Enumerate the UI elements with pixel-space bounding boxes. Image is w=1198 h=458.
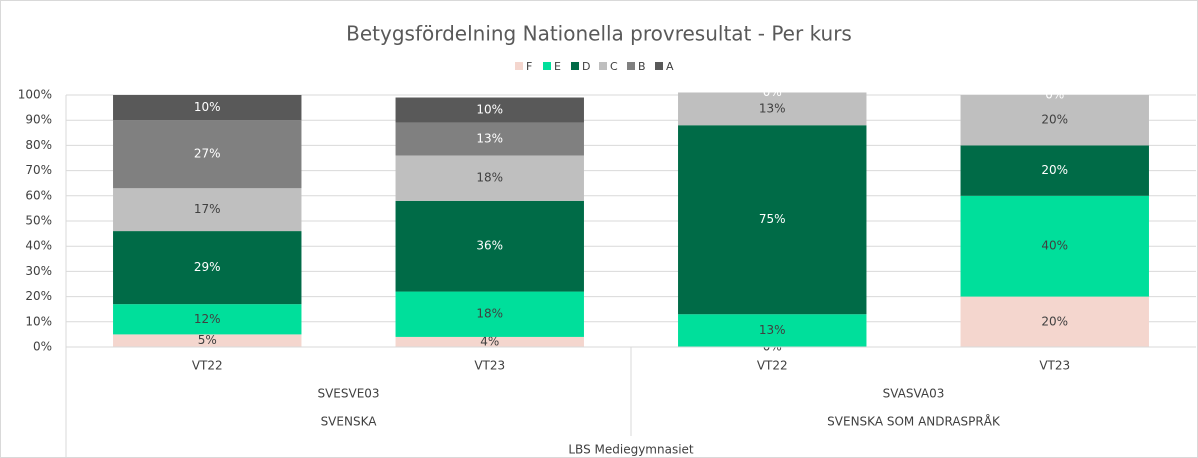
legend-swatch bbox=[655, 62, 663, 70]
y-tick-label: 70% bbox=[25, 163, 52, 177]
y-tick-label: 20% bbox=[25, 289, 52, 303]
legend-label: F bbox=[526, 60, 532, 73]
data-label: 5% bbox=[198, 333, 217, 347]
data-label: 20% bbox=[1041, 113, 1068, 127]
bar-segment bbox=[395, 200, 584, 292]
group-label: SVASVA03 bbox=[883, 387, 945, 401]
legend-label: E bbox=[554, 60, 561, 73]
data-label: 12% bbox=[194, 312, 221, 326]
data-label: 18% bbox=[476, 307, 503, 321]
legend-swatch bbox=[599, 62, 607, 70]
y-tick-label: 60% bbox=[25, 188, 52, 202]
legend-label: A bbox=[666, 60, 674, 73]
data-label: 13% bbox=[476, 132, 503, 146]
x-tick-label: VT23 bbox=[1039, 359, 1070, 373]
y-tick-label: 40% bbox=[25, 239, 52, 253]
data-label: 27% bbox=[194, 147, 221, 161]
data-label: 75% bbox=[759, 212, 786, 226]
bar-segment bbox=[113, 334, 302, 347]
bar-segment bbox=[395, 336, 584, 347]
data-label: 13% bbox=[759, 323, 786, 337]
legend-label: D bbox=[582, 60, 590, 73]
legend-label: C bbox=[610, 60, 618, 73]
y-tick-label: 30% bbox=[25, 264, 52, 278]
legend-label: B bbox=[638, 60, 646, 73]
data-label: 36% bbox=[476, 239, 503, 253]
data-label: 0% bbox=[763, 85, 782, 99]
y-tick-label: 90% bbox=[25, 113, 52, 127]
bar-segment bbox=[113, 95, 302, 121]
bar-segment bbox=[395, 122, 584, 156]
y-tick-label: 0% bbox=[33, 340, 52, 354]
y-tick-label: 100% bbox=[18, 88, 52, 102]
y-tick-label: 50% bbox=[25, 214, 52, 228]
group-label: SVESVE03 bbox=[317, 387, 379, 401]
x-tick-label: VT22 bbox=[757, 359, 788, 373]
data-label: 40% bbox=[1041, 239, 1068, 253]
bar-segment bbox=[113, 231, 302, 305]
bar-segment bbox=[113, 120, 302, 189]
bar-segment bbox=[395, 155, 584, 201]
school-label: LBS Mediegymnasiet bbox=[568, 443, 694, 457]
bar-segment bbox=[960, 145, 1149, 196]
bar-segment bbox=[960, 95, 1149, 146]
y-tick-label: 80% bbox=[25, 138, 52, 152]
data-label: 10% bbox=[194, 100, 221, 114]
data-label: 13% bbox=[759, 101, 786, 115]
bar-segment bbox=[678, 314, 867, 347]
data-label: 17% bbox=[194, 202, 221, 216]
bar-segment bbox=[960, 296, 1149, 347]
chart-title: Betygsfördelning Nationella provresultat… bbox=[346, 22, 852, 46]
bar-segment bbox=[395, 97, 584, 123]
data-label: 18% bbox=[476, 171, 503, 185]
legend-swatch bbox=[543, 62, 551, 70]
x-tick-label: VT22 bbox=[192, 359, 223, 373]
bar-segment bbox=[113, 188, 302, 232]
y-tick-label: 10% bbox=[25, 314, 52, 328]
bar-segment bbox=[678, 92, 867, 126]
data-label: 0% bbox=[1045, 88, 1064, 102]
bar-segment bbox=[960, 195, 1149, 297]
bar-segment bbox=[395, 291, 584, 337]
x-tick-label: VT23 bbox=[474, 359, 505, 373]
data-label: 10% bbox=[476, 103, 503, 117]
subject-label: SVENSKA SOM ANDRASPRÅK bbox=[827, 414, 1001, 429]
data-label: 20% bbox=[1041, 314, 1068, 328]
data-label: 20% bbox=[1041, 163, 1068, 177]
legend-swatch bbox=[515, 62, 523, 70]
subject-label: SVENSKA bbox=[321, 415, 378, 429]
legend-swatch bbox=[571, 62, 579, 70]
data-label: 29% bbox=[194, 260, 221, 274]
bar-segment bbox=[678, 125, 867, 315]
bar-segment bbox=[113, 304, 302, 335]
data-label: 4% bbox=[480, 334, 499, 348]
legend-swatch bbox=[627, 62, 635, 70]
